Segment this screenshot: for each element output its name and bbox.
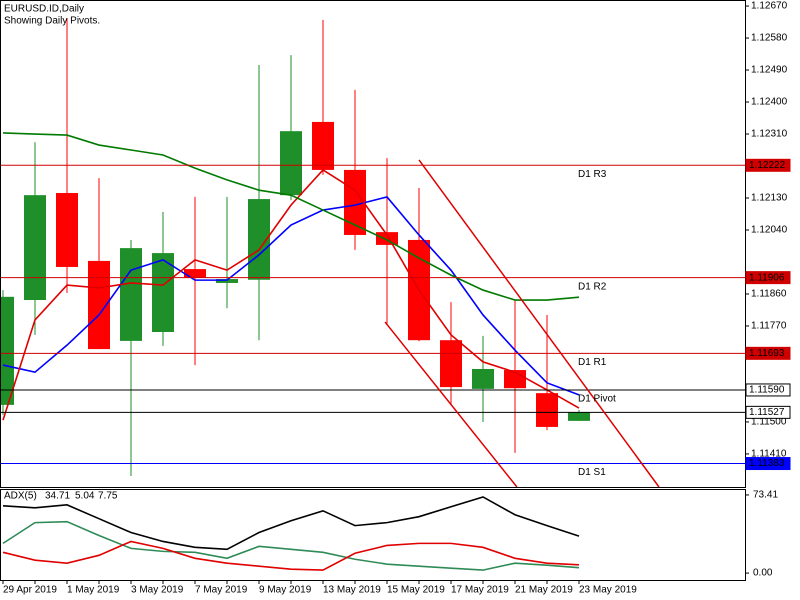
pivot-name: D1 R3 — [578, 169, 607, 180]
trendline — [418, 159, 660, 487]
y-tick-label: 73.41 — [753, 490, 778, 501]
price-label: 1.11590 — [749, 385, 785, 396]
candle-body — [440, 340, 462, 388]
y-tick-label: 1.12040 — [751, 225, 788, 236]
x-tick-label: 21 May 2019 — [515, 585, 573, 596]
adx-value: 7.75 — [98, 491, 118, 502]
candle-body — [152, 253, 174, 333]
x-tick-label: 13 May 2019 — [323, 585, 381, 596]
candle-body — [120, 248, 142, 341]
y-tick-label: 1.11860 — [751, 289, 787, 300]
y-tick-label: 1.12400 — [751, 97, 788, 108]
price-label: 1.12222 — [749, 160, 786, 171]
y-tick-label: 1.12670 — [751, 1, 788, 12]
price-box — [745, 158, 791, 172]
trendline — [384, 321, 518, 487]
y-tick-label: 1.11410 — [751, 449, 787, 460]
candle-body — [536, 393, 558, 427]
x-tick-label: 7 May 2019 — [195, 585, 248, 596]
candle-body — [88, 260, 110, 350]
price-label: 1.11906 — [749, 272, 785, 283]
adx-plot — [2, 496, 580, 571]
line-series — [2, 496, 580, 551]
y-tick-label: 1.12580 — [751, 33, 788, 44]
pivot-name: D1 R1 — [578, 357, 607, 368]
candle-body — [280, 131, 302, 196]
candle-body — [312, 121, 334, 170]
price-label: 1.11527 — [749, 407, 785, 418]
pivot-name: D1 S1 — [578, 467, 606, 478]
y-tick-label: 1.11500 — [751, 417, 787, 428]
price-box — [745, 271, 791, 285]
adx-value: 34.71 — [45, 491, 70, 502]
line-series — [2, 540, 580, 571]
candle-body — [0, 296, 14, 405]
x-tick-label: 3 May 2019 — [131, 585, 184, 596]
y-tick-label: 1.11770 — [751, 321, 787, 332]
pivot-name: D1 Pivot — [578, 394, 616, 405]
price-label: 1.11383 — [749, 458, 785, 469]
adx-frame — [0, 489, 746, 581]
price-box — [745, 457, 791, 471]
y-tick-label: 1.12310 — [751, 129, 788, 140]
x-tick-label: 9 May 2019 — [259, 585, 312, 596]
price-box — [745, 405, 791, 419]
line-series — [2, 168, 580, 421]
main-frame — [0, 0, 746, 488]
main-plot — [0, 18, 745, 487]
candle-body — [184, 269, 206, 278]
chart-title: EURUSD.ID,Daily — [4, 4, 84, 15]
price-box — [745, 346, 791, 360]
x-tick-label: 1 May 2019 — [67, 585, 120, 596]
adx-value: 5.04 — [75, 491, 95, 502]
x-tick-label: 15 May 2019 — [387, 585, 445, 596]
x-tick-label: 29 Apr 2019 — [3, 585, 57, 596]
line-series — [2, 132, 580, 301]
candle-body — [216, 279, 238, 283]
adx-title: ADX(5) — [4, 491, 37, 502]
pivot-name: D1 R2 — [578, 281, 607, 292]
line-series — [2, 196, 580, 396]
chart-subtitle: Showing Daily Pivots. — [4, 16, 100, 27]
candle-body — [376, 232, 398, 245]
x-tick-label: 17 May 2019 — [451, 585, 509, 596]
candle-body — [472, 368, 494, 389]
candle-body — [568, 412, 590, 421]
x-tick-label: 23 May 2019 — [579, 585, 637, 596]
price-box — [745, 383, 791, 397]
candle-body — [24, 195, 46, 301]
price-label: 1.11693 — [749, 348, 785, 359]
y-tick-label: 1.12130 — [751, 193, 788, 204]
candle-body — [56, 193, 78, 267]
y-tick-label: 0.00 — [753, 568, 773, 579]
line-series — [2, 520, 580, 571]
y-tick-label: 1.12490 — [751, 65, 788, 76]
